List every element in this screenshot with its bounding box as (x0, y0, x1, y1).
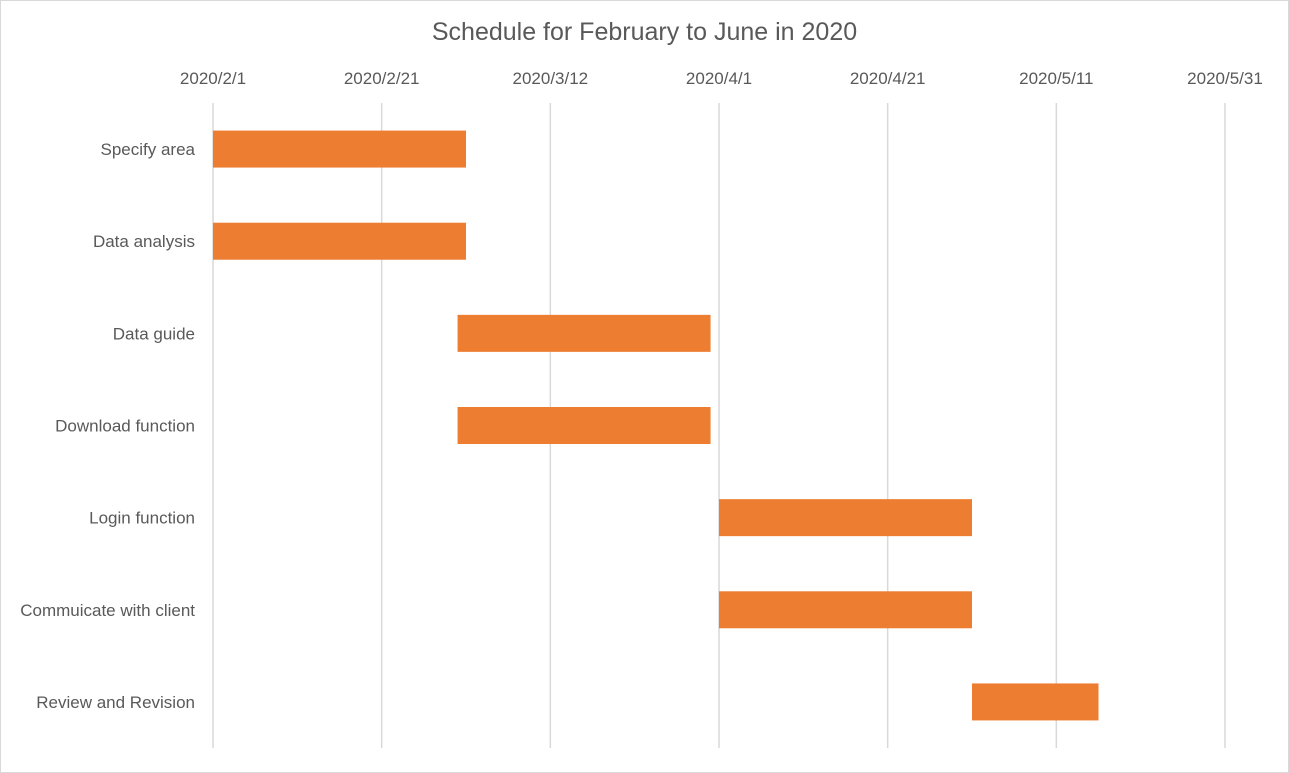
bar-3 (457, 314, 711, 352)
x-tick-label: 2020/2/1 (180, 69, 246, 88)
x-tick-labels: 2020/2/1 2020/2/21 2020/3/12 2020/4/1 2020/4… (180, 69, 1263, 88)
bar-6 (719, 591, 972, 629)
category-label: Login function (89, 509, 195, 528)
bar-7 (972, 683, 1099, 721)
x-tick-label: 2020/4/21 (850, 69, 926, 88)
x-tick-label: 2020/5/31 (1187, 69, 1263, 88)
bar-1 (213, 130, 466, 168)
category-label: Download function (55, 417, 195, 436)
bar-5 (719, 499, 972, 537)
x-tick-label: 2020/3/12 (513, 69, 589, 88)
x-tick-label: 2020/2/21 (344, 69, 420, 88)
chart-title: Schedule for February to June in 2020 (431, 18, 858, 46)
x-tick-label: 2020/4/1 (686, 69, 752, 88)
bar-4 (457, 407, 711, 444)
grid-layer (212, 103, 1226, 748)
x-tick-label: 2020/5/11 (1019, 69, 1093, 88)
bars (213, 130, 1099, 721)
category-label: Data analysis (93, 232, 195, 251)
category-label: Specify area (101, 140, 196, 159)
bar-2 (213, 222, 466, 260)
category-label: Data guide (113, 324, 195, 343)
category-labels: Specify area Data analysis Data guide Downl… (20, 140, 195, 712)
category-label: Review and Revision (36, 693, 195, 712)
category-label: Commuicate with client (20, 601, 195, 620)
